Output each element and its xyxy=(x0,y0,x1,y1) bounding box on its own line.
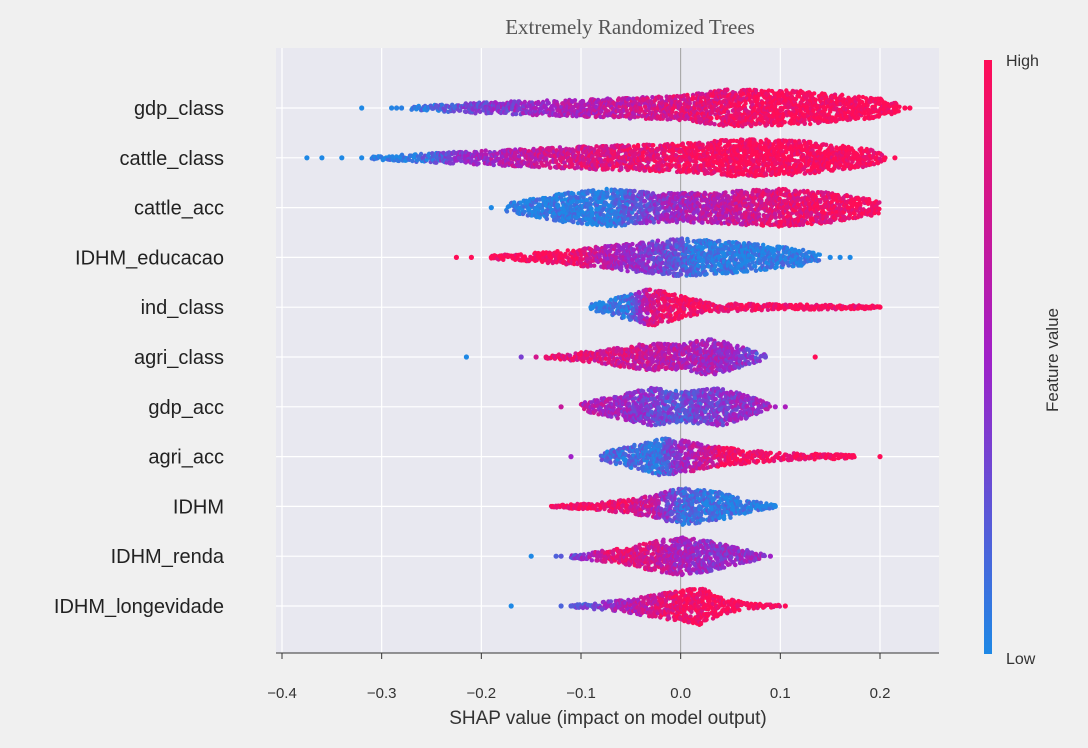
feature-label: IDHM xyxy=(173,496,224,518)
outlier-point xyxy=(812,354,818,360)
colorbar-high-label: High xyxy=(1006,53,1039,70)
feature-label: agri_acc xyxy=(148,447,224,469)
outlier-point xyxy=(867,304,873,310)
outlier-point xyxy=(543,354,549,360)
swarm-cattle-acc xyxy=(488,186,882,229)
outlier-point xyxy=(827,254,833,260)
outlier-point xyxy=(772,404,778,410)
x-tick-label: 0.2 xyxy=(870,685,891,702)
colorbar-low-label: Low xyxy=(1006,651,1036,668)
outlier-point xyxy=(304,155,310,161)
outlier-point xyxy=(892,155,898,161)
colorbar xyxy=(984,60,992,654)
outlier-point xyxy=(558,603,564,609)
outlier-point xyxy=(389,105,395,111)
outlier-point xyxy=(399,105,405,111)
outlier-point xyxy=(518,354,524,360)
outlier-point xyxy=(468,254,474,260)
outlier-point xyxy=(902,105,908,111)
colorbar-title: Feature value xyxy=(1043,308,1062,412)
outlier-point xyxy=(359,155,365,161)
outlier-point xyxy=(782,603,788,609)
outlier-point xyxy=(588,304,594,310)
swarm-gdp-acc xyxy=(558,385,788,428)
feature-label: IDHM_longevidade xyxy=(54,596,224,618)
outlier-point xyxy=(508,603,514,609)
swarm-cattle-class xyxy=(304,137,898,179)
chart-title: Extremely Randomized Trees xyxy=(505,15,755,39)
outlier-point xyxy=(857,304,863,310)
outlier-point xyxy=(558,553,564,559)
outlier-point xyxy=(394,105,400,111)
x-tick-label: −0.2 xyxy=(467,685,497,702)
x-tick-label: −0.3 xyxy=(367,685,397,702)
feature-label: cattle_class xyxy=(120,148,225,170)
feature-label: gdp_class xyxy=(134,98,224,120)
x-axis-label: SHAP value (impact on model output) xyxy=(449,708,767,729)
outlier-point xyxy=(568,454,574,460)
outlier-point xyxy=(882,155,888,161)
feature-label: agri_class xyxy=(134,347,224,369)
outlier-point xyxy=(847,254,853,260)
feature-label: gdp_acc xyxy=(148,397,224,419)
x-tick-label: 0.0 xyxy=(670,685,691,702)
feature-label: IDHM_renda xyxy=(111,546,225,568)
x-tick-label: −0.1 xyxy=(566,685,596,702)
swarm-IDHM xyxy=(548,486,778,527)
feature-label: ind_class xyxy=(141,297,224,319)
outlier-point xyxy=(558,404,564,410)
outlier-point xyxy=(767,553,774,559)
outlier-point xyxy=(319,155,325,161)
feature-label: IDHM_educacao xyxy=(75,247,224,269)
outlier-point xyxy=(782,404,788,410)
feature-label: cattle_acc xyxy=(134,198,224,220)
swarm-agri-acc xyxy=(568,436,883,478)
outlier-point xyxy=(837,454,843,460)
x-ticks: −0.4 −0.3 −0.2 −0.1 0.0 0.1 0.2 xyxy=(267,652,939,702)
outlier-point xyxy=(463,354,469,360)
outlier-point xyxy=(877,304,883,310)
feature-labels: gdp_class cattle_class cattle_acc IDHM_educ… xyxy=(54,98,225,618)
outlier-point xyxy=(877,454,883,460)
outlier-point xyxy=(762,354,769,360)
x-tick-label: −0.4 xyxy=(267,685,297,702)
outlier-point xyxy=(488,254,494,260)
outlier-point xyxy=(772,503,778,509)
x-tick-label: 0.1 xyxy=(770,685,791,702)
outlier-point xyxy=(762,503,769,509)
outlier-point xyxy=(907,105,913,111)
swarm-IDHM-longevidade xyxy=(508,586,788,627)
outlier-point xyxy=(847,454,853,460)
outlier-point xyxy=(568,603,574,609)
outlier-point xyxy=(533,354,539,360)
swarm-ind-class xyxy=(588,287,883,328)
swarm-IDHM-educacao xyxy=(453,236,853,278)
outlier-point xyxy=(359,105,365,111)
swarm-gdp-class xyxy=(359,87,913,129)
outlier-point xyxy=(528,553,534,559)
outlier-point xyxy=(488,205,494,211)
outlier-point xyxy=(837,254,843,260)
outlier-point xyxy=(553,553,559,559)
swarm-agri-class xyxy=(463,337,818,377)
swarm-IDHM-renda xyxy=(528,535,774,578)
outlier-point xyxy=(339,155,345,161)
outlier-point xyxy=(453,254,459,260)
outlier-point xyxy=(498,254,504,260)
swarm-layer xyxy=(304,87,913,627)
